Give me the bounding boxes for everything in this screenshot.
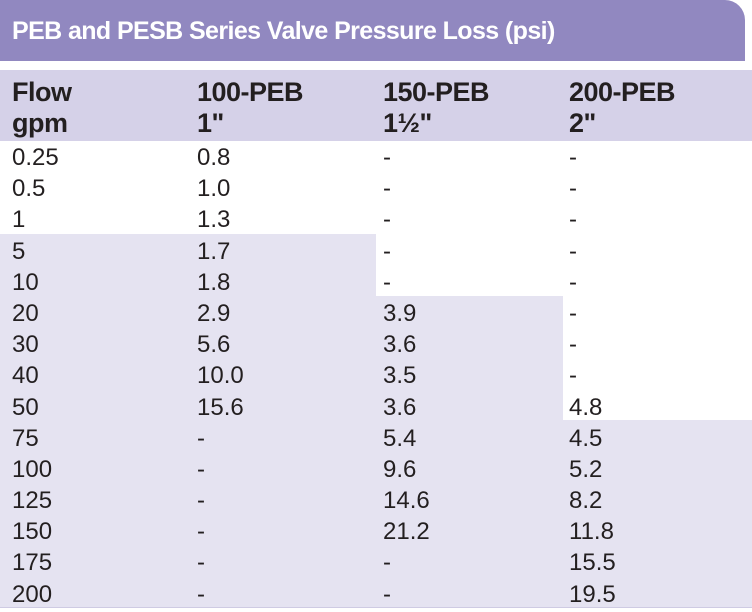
cell-100-peb: - <box>197 424 205 452</box>
shade-block-1 <box>0 234 376 296</box>
cell-200-peb: - <box>569 175 577 203</box>
cell-150-peb: - <box>383 268 391 296</box>
table-header-row <box>0 70 752 141</box>
cell-100-peb: 1.7 <box>197 237 231 265</box>
header-150-peb: 150-PEB 1½" <box>383 77 490 139</box>
cell-200-peb: - <box>569 299 577 327</box>
table-row: 1 1.3 - - <box>0 204 752 235</box>
cell-150-peb: 5.4 <box>383 424 417 452</box>
table-row: 75 - 5.4 4.5 <box>0 423 752 454</box>
cell-150-peb: 3.6 <box>383 331 417 359</box>
shade-block-3 <box>0 420 752 608</box>
header-200-peb-line1: 200-PEB <box>569 77 676 107</box>
cell-flow: 1 <box>12 206 26 234</box>
cell-150-peb: 3.6 <box>383 393 417 421</box>
table-row: 175 - - 15.5 <box>0 547 752 578</box>
cell-150-peb: - <box>383 580 391 608</box>
header-flow-line1: Flow <box>12 77 72 107</box>
table-row: 100 - 9.6 5.2 <box>0 454 752 485</box>
cell-150-peb: 3.5 <box>383 362 417 390</box>
cell-200-peb: 4.5 <box>569 424 603 452</box>
cell-200-peb: 4.8 <box>569 393 603 421</box>
cell-150-peb: 21.2 <box>383 518 430 546</box>
cell-flow: 75 <box>12 424 39 452</box>
cell-flow: 0.5 <box>12 175 46 203</box>
cell-100-peb: - <box>197 487 205 515</box>
cell-150-peb: 3.9 <box>383 299 417 327</box>
table-body: 0.25 0.8 - - 0.5 1.0 - - 1 1.3 - - 5 1.7… <box>0 142 752 610</box>
cell-flow: 20 <box>12 299 39 327</box>
cell-200-peb: - <box>569 268 577 296</box>
table-row: 50 15.6 3.6 4.8 <box>0 392 752 423</box>
cell-200-peb: 8.2 <box>569 487 603 515</box>
cell-100-peb: 1.8 <box>197 268 231 296</box>
cell-200-peb: - <box>569 362 577 390</box>
header-150-peb-line2: 1½" <box>383 108 432 138</box>
cell-flow: 125 <box>12 487 53 515</box>
cell-flow: 200 <box>12 580 53 608</box>
table-row: 125 - 14.6 8.2 <box>0 485 752 516</box>
cell-200-peb: - <box>569 206 577 234</box>
table-bottom-rule <box>0 607 752 608</box>
cell-flow: 100 <box>12 455 53 483</box>
cell-150-peb: - <box>383 237 391 265</box>
cell-100-peb: 15.6 <box>197 393 244 421</box>
header-flow: Flow gpm <box>12 77 72 139</box>
cell-100-peb: 5.6 <box>197 331 231 359</box>
cell-200-peb: 11.8 <box>569 518 614 546</box>
header-100-peb-line1: 100-PEB <box>197 77 304 107</box>
cell-150-peb: - <box>383 144 391 171</box>
cell-flow: 40 <box>12 362 39 390</box>
cell-flow: 50 <box>12 393 39 421</box>
table-row: 0.25 0.8 - - <box>0 142 752 173</box>
cell-flow: 10 <box>12 268 39 296</box>
header-flow-line2: gpm <box>12 108 68 138</box>
cell-flow: 0.25 <box>12 144 59 171</box>
cell-100-peb: - <box>197 518 205 546</box>
cell-150-peb: - <box>383 206 391 234</box>
cell-flow: 150 <box>12 518 53 546</box>
cell-200-peb: 5.2 <box>569 455 603 483</box>
cell-100-peb: - <box>197 455 205 483</box>
cell-100-peb: 1.0 <box>197 175 231 203</box>
cell-100-peb: - <box>197 580 205 608</box>
cell-flow: 175 <box>12 549 53 577</box>
header-100-peb: 100-PEB 1" <box>197 77 304 139</box>
cell-150-peb: 14.6 <box>383 487 430 515</box>
header-200-peb-line2: 2" <box>569 108 596 138</box>
cell-flow: 30 <box>12 331 39 359</box>
cell-200-peb: 19.5 <box>569 580 616 608</box>
table-row: 150 - 21.2 11.8 <box>0 516 752 547</box>
cell-100-peb: 2.9 <box>197 299 231 327</box>
table-row: 200 - - 19.5 <box>0 579 752 610</box>
table-row: 20 2.9 3.9 - <box>0 298 752 329</box>
table-title-bar: PEB and PESB Series Valve Pressure Loss … <box>0 0 745 61</box>
cell-flow: 5 <box>12 237 26 265</box>
table-row: 5 1.7 - - <box>0 236 752 267</box>
cell-100-peb: 10.0 <box>197 362 244 390</box>
header-150-peb-line1: 150-PEB <box>383 77 490 107</box>
cell-100-peb: - <box>197 549 205 577</box>
cell-200-peb: - <box>569 144 577 171</box>
cell-150-peb: - <box>383 549 391 577</box>
cell-100-peb: 0.8 <box>197 144 231 171</box>
cell-200-peb: - <box>569 331 577 359</box>
table-row: 0.5 1.0 - - <box>0 173 752 204</box>
table-title: PEB and PESB Series Valve Pressure Loss … <box>12 17 555 45</box>
table-row: 30 5.6 3.6 - <box>0 329 752 360</box>
table-row: 10 1.8 - - <box>0 267 752 298</box>
cell-200-peb: - <box>569 237 577 265</box>
header-200-peb: 200-PEB 2" <box>569 77 676 139</box>
cell-200-peb: 15.5 <box>569 549 616 577</box>
cell-150-peb: 9.6 <box>383 455 417 483</box>
cell-100-peb: 1.3 <box>197 206 231 234</box>
table-row: 40 10.0 3.5 - <box>0 360 752 391</box>
cell-150-peb: - <box>383 175 391 203</box>
header-100-peb-line2: 1" <box>197 108 224 138</box>
shade-block-2 <box>0 296 563 420</box>
